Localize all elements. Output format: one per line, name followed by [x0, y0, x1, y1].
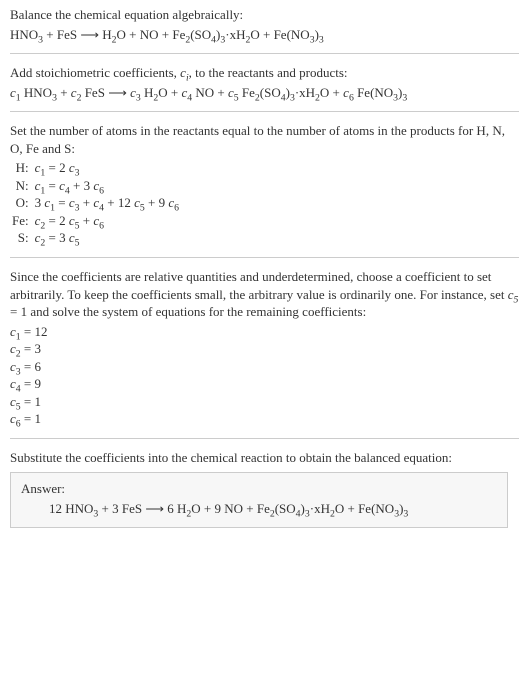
system-label: N:: [12, 177, 35, 195]
table-row: H: c1 = 2 c3: [12, 159, 183, 177]
coeff-intro-prefix: Add stoichiometric coefficients,: [10, 65, 180, 80]
table-row: N: c1 = c4 + 3 c6: [12, 177, 183, 195]
table-row: S: c2 = 3 c5: [12, 229, 183, 247]
divider: [10, 438, 519, 439]
coeff-intro-suffix: , to the reactants and products:: [189, 65, 348, 80]
divider: [10, 111, 519, 112]
list-item: c1 = 12: [10, 323, 519, 341]
answer-equation: 12 HNO3 + 3 FeS ⟶ 6 H2O + 9 NO + Fe2(SO4…: [21, 501, 497, 517]
system-eq: c1 = c4 + 3 c6: [35, 177, 183, 195]
answer-label: Answer:: [21, 481, 497, 497]
intro-equation: HNO3 + FeS ⟶ H2O + NO + Fe2(SO4)3·xH2O +…: [10, 26, 519, 44]
intro-line1: Balance the chemical equation algebraica…: [10, 6, 519, 24]
coeff-list: c1 = 12 c2 = 3 c3 = 6 c4 = 9 c5 = 1 c6 =…: [10, 323, 519, 428]
choice-intro-a: Since the coefficients are relative quan…: [10, 269, 508, 302]
list-item: c3 = 6: [10, 358, 519, 376]
divider: [10, 53, 519, 54]
system-eq: 3 c1 = c3 + c4 + 12 c5 + 9 c6: [35, 194, 183, 212]
list-item: c6 = 1: [10, 410, 519, 428]
system-eq: c2 = 2 c5 + c6: [35, 212, 183, 230]
coeff-ci: ci: [180, 65, 189, 80]
choice-set-var: c5: [508, 287, 519, 302]
choice-intro-b: = 1 and solve the system of equations fo…: [10, 304, 366, 319]
system-intro: Set the number of atoms in the reactants…: [10, 122, 519, 157]
coeff-equation: c1 HNO3 + c2 FeS ⟶ c3 H2O + c4 NO + c5 F…: [10, 84, 519, 102]
list-item: c4 = 9: [10, 375, 519, 393]
coeff-val: 6: [35, 359, 42, 374]
table-row: Fe: c2 = 2 c5 + c6: [12, 212, 183, 230]
system-eq: c2 = 3 c5: [35, 229, 183, 247]
system-eq: c1 = 2 c3: [35, 159, 183, 177]
page: Balance the chemical equation algebraica…: [0, 0, 529, 538]
system-table: H: c1 = 2 c3 N: c1 = c4 + 3 c6 O: 3 c1 =…: [12, 159, 183, 247]
coeff-val: 3: [35, 341, 42, 356]
sub-intro: Substitute the coefficients into the che…: [10, 449, 519, 467]
coeff-val: 12: [35, 324, 48, 339]
list-item: c5 = 1: [10, 393, 519, 411]
answer-box: Answer: 12 HNO3 + 3 FeS ⟶ 6 H2O + 9 NO +…: [10, 472, 508, 528]
coeff-val: 1: [35, 411, 42, 426]
coeff-val: 1: [35, 394, 42, 409]
system-label: O:: [12, 194, 35, 212]
choice-intro: Since the coefficients are relative quan…: [10, 268, 519, 321]
system-label: H:: [12, 159, 35, 177]
system-label: S:: [12, 229, 35, 247]
coeff-val: 9: [35, 376, 42, 391]
list-item: c2 = 3: [10, 340, 519, 358]
table-row: O: 3 c1 = c3 + c4 + 12 c5 + 9 c6: [12, 194, 183, 212]
system-label: Fe:: [12, 212, 35, 230]
divider: [10, 257, 519, 258]
coeff-intro: Add stoichiometric coefficients, ci, to …: [10, 64, 519, 82]
